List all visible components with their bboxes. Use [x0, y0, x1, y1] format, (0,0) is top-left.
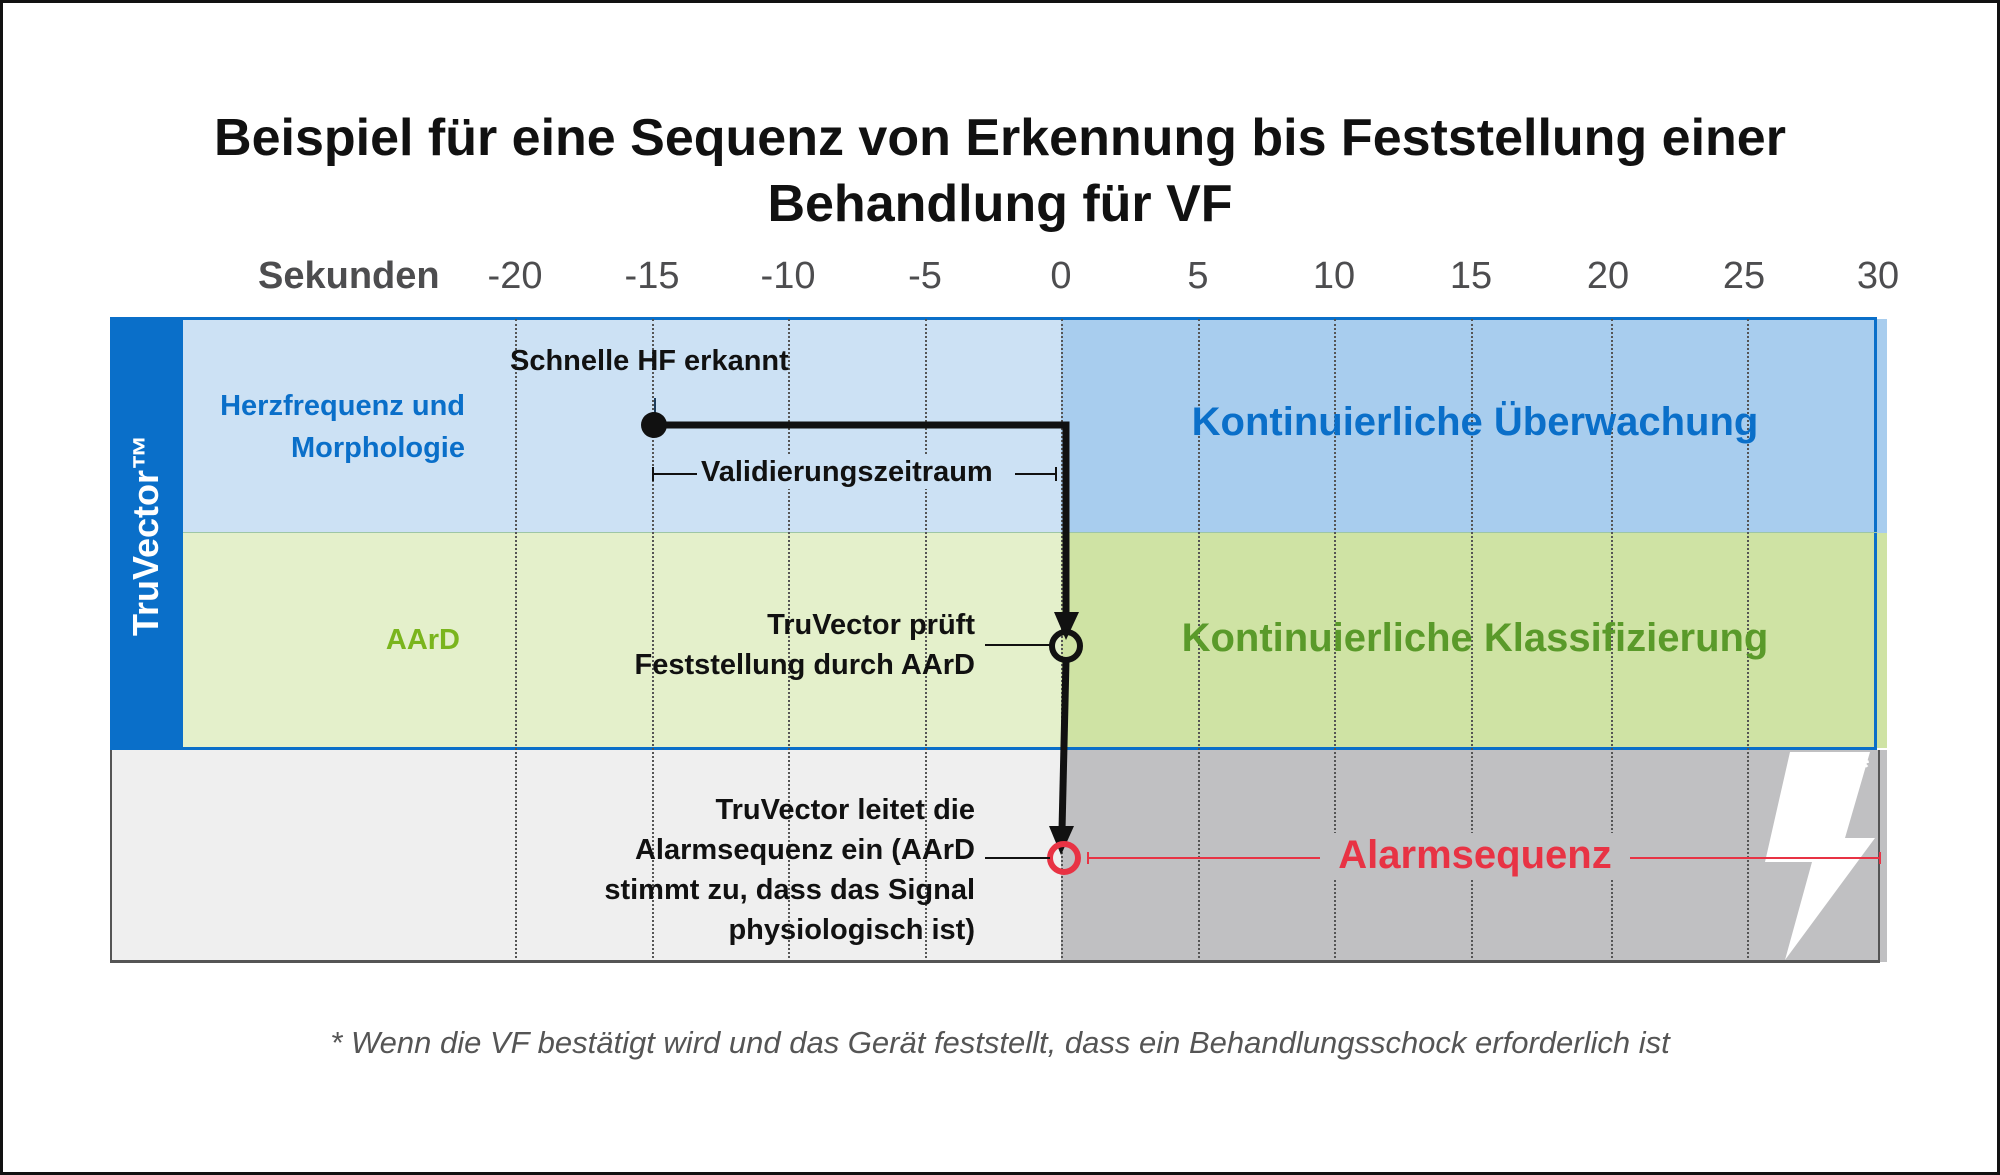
annotation-alarm-start: TruVector leitet die Alarmsequenz ein (A… — [604, 794, 975, 946]
title-line-1: Beispiel für eine Sequenz von Erkennung … — [214, 109, 1786, 167]
tick-minus20: -20 — [487, 255, 543, 297]
annotation-validation-period: Validierungszeitraum — [697, 456, 997, 489]
arrow-down-icon-2 — [1049, 826, 1074, 855]
gridline — [1334, 319, 1336, 962]
asterisk-marker: * — [1859, 752, 1870, 782]
gridline — [1747, 319, 1749, 962]
tick-5: 5 — [1187, 255, 1209, 297]
annotation-truvector-checks: TruVector prüft Feststellung durch AArD — [634, 609, 975, 681]
gridline — [1471, 319, 1473, 962]
tick-0: 0 — [1050, 255, 1072, 297]
diagram-title: Beispiel für eine Sequenz von Erkennung … — [0, 105, 2000, 237]
title-line-2: Behandlung für VF — [767, 175, 1233, 233]
annotation-fast-hr-detected: Schnelle HF erkannt — [510, 345, 789, 377]
tick-15: 15 — [1449, 255, 1493, 297]
axis-label-seconds: Sekunden — [258, 255, 440, 297]
gridline — [788, 319, 790, 962]
tick-30: 30 — [1856, 255, 1900, 297]
tick-minus5: -5 — [908, 255, 942, 297]
gridline — [925, 319, 927, 962]
phase-continuous-classification: Kontinuierliche Klassifizierung — [1181, 616, 1769, 660]
lightning-bolt-icon — [1765, 752, 1875, 960]
gridline — [515, 319, 517, 962]
alarm-band-pre — [110, 750, 1061, 962]
tick-minus10: -10 — [760, 255, 816, 297]
footnote: * Wenn die VF bestätigt wird und das Ger… — [330, 1025, 1670, 1060]
lane-divider — [183, 532, 1877, 533]
gridline — [1061, 319, 1063, 962]
tick-10: 10 — [1312, 255, 1356, 297]
tick-25: 25 — [1722, 255, 1766, 297]
truvector-side-bar — [110, 317, 183, 750]
phase-alarm-sequence: Alarmsequenz — [1320, 833, 1630, 878]
row-label-heart-rate: Herzfrequenz und Morphologie — [220, 390, 465, 464]
gridline — [1198, 319, 1200, 962]
tick-minus15: -15 — [624, 255, 680, 297]
row-label-aard: AArD — [385, 624, 460, 656]
arrow-down-icon — [1054, 612, 1079, 640]
gridline — [652, 319, 654, 962]
tick-20: 20 — [1586, 255, 1630, 297]
phase-continuous-monitoring: Kontinuierliche Überwachung — [1191, 400, 1759, 444]
gridline — [1611, 319, 1613, 962]
aard-band-pre — [183, 533, 1061, 748]
truvector-outline — [110, 317, 1877, 750]
